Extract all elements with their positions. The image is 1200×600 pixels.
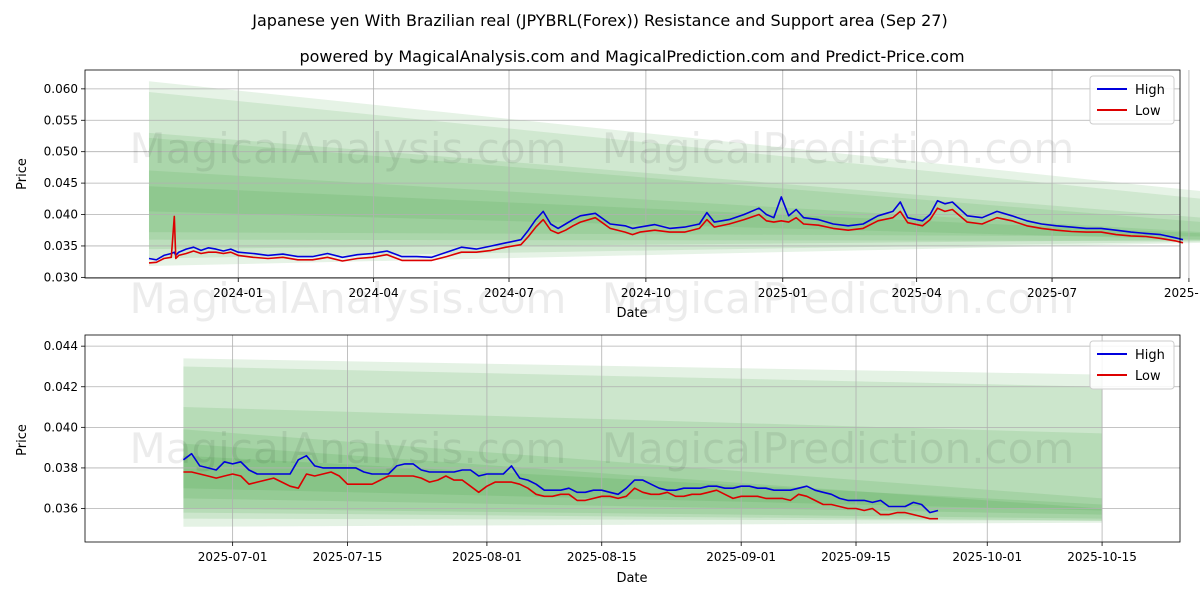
top-y-grid — [85, 88, 1180, 278]
bottom-low-series-line — [183, 471, 938, 520]
top-y-tick-label: 0.060 — [44, 82, 78, 96]
bottom-y-ticks: 0.036 0.038 0.040 0.042 0.044 — [44, 339, 85, 516]
bottom-y-tick-label: 0.036 — [44, 502, 78, 516]
top-y-tick-label: 0.050 — [44, 145, 78, 159]
top-x-tick-label: 2025-10 — [1164, 286, 1200, 300]
top-x-tick-label: 2024-04 — [349, 286, 399, 300]
bottom-legend: High Low — [1089, 340, 1175, 390]
bottom-legend-low-label: Low — [1135, 369, 1161, 384]
bottom-lines — [182, 452, 939, 520]
top-bands — [148, 81, 1200, 267]
top-watermarks: MagicalAnalysis.com MagicalPrediction.co… — [130, 124, 1075, 323]
top-y-tick-label: 0.055 — [44, 113, 78, 127]
watermark-prediction-bottom: MagicalPrediction.com — [602, 424, 1075, 473]
bottom-x-tick-label: 2025-09-15 — [821, 550, 891, 564]
watermark-prediction-mid: MagicalPrediction.com — [602, 274, 1075, 323]
bottom-x-tick-label: 2025-09-01 — [706, 550, 776, 564]
bottom-x-tick-label: 2025-10-01 — [952, 550, 1022, 564]
bottom-x-tick-label: 2025-08-01 — [452, 550, 522, 564]
top-x-tick-label: 2025-04 — [892, 286, 942, 300]
bottom-y-tick-label: 0.044 — [44, 339, 78, 353]
top-band-5 — [148, 186, 1200, 240]
top-y-ticks: 0.030 0.035 0.040 0.045 0.050 0.055 0.060 — [44, 82, 85, 284]
top-low-series-line — [148, 207, 1184, 264]
top-panel: MagicalAnalysis.com MagicalPrediction.co… — [15, 69, 1200, 323]
top-x-tick-label: 2024-07 — [484, 286, 534, 300]
watermark-analysis-bottom: MagicalAnalysis.com — [130, 424, 567, 473]
top-legend-high-label: High — [1135, 83, 1165, 98]
bottom-x-ticks: 2025-07-01 2025-07-15 2025-08-01 2025-08-15… — [198, 542, 1137, 564]
watermark-prediction-top: MagicalPrediction.com — [602, 124, 1075, 173]
bottom-y-tick-label: 0.038 — [44, 461, 78, 475]
top-x-axis-label: Date — [616, 306, 647, 321]
bottom-band-4 — [183, 443, 1103, 515]
watermark-analysis-top: MagicalAnalysis.com — [130, 124, 567, 173]
top-band-0 — [148, 81, 1200, 267]
top-band-2 — [148, 132, 1200, 250]
top-axes-frame — [84, 69, 1181, 279]
top-high-series-line — [148, 196, 1184, 261]
top-y-tick-label: 0.040 — [44, 208, 78, 222]
bottom-y-tick-label: 0.042 — [44, 380, 78, 394]
top-lines — [148, 196, 1184, 264]
bottom-x-tick-label: 2025-10-15 — [1067, 550, 1137, 564]
bottom-watermarks: MagicalAnalysis.com MagicalPrediction.co… — [130, 424, 1075, 473]
top-band-4 — [148, 170, 1200, 241]
bottom-band-3 — [183, 429, 1103, 521]
bottom-y-tick-label: 0.040 — [44, 420, 78, 434]
bottom-x-axis-label: Date — [616, 571, 647, 586]
top-legend-low-label: Low — [1135, 104, 1161, 119]
bottom-band-5 — [183, 455, 1103, 511]
top-legend: High Low — [1089, 75, 1175, 125]
bottom-panel: MagicalAnalysis.com MagicalPrediction.co… — [15, 334, 1181, 586]
top-band-1 — [148, 91, 1200, 259]
bottom-y-grid — [85, 345, 1180, 509]
top-y-axis-label: Price — [15, 158, 30, 190]
bottom-x-tick-label: 2025-07-01 — [198, 550, 268, 564]
top-x-tick-label: 2025-01 — [758, 286, 808, 300]
bottom-x-tick-label: 2025-07-15 — [313, 550, 383, 564]
bottom-band-2 — [183, 407, 1103, 519]
watermark-analysis-mid: MagicalAnalysis.com — [130, 274, 567, 323]
top-x-tick-label: 2025-07 — [1027, 286, 1077, 300]
top-y-tick-label: 0.045 — [44, 176, 78, 190]
bottom-high-series-line — [182, 452, 939, 514]
top-y-tick-label: 0.035 — [44, 239, 78, 253]
bottom-x-tick-label: 2025-08-15 — [567, 550, 637, 564]
bottom-y-axis-label: Price — [15, 424, 30, 456]
bottom-band-1 — [183, 366, 1103, 521]
chart-subtitle: powered by MagicalAnalysis.com and Magic… — [299, 47, 964, 66]
top-y-tick-label: 0.030 — [44, 270, 78, 284]
bottom-legend-high-label: High — [1135, 348, 1165, 363]
bottom-bands — [183, 358, 1103, 527]
top-x-tick-label: 2024-10 — [621, 286, 671, 300]
top-x-ticks: 2024-01 2024-04 2024-07 2024-10 2025-01 2025-… — [213, 278, 1200, 300]
bottom-x-grid — [232, 335, 1103, 542]
top-band-3 — [148, 137, 1200, 237]
top-x-grid — [237, 70, 1190, 278]
chart-title: Japanese yen With Brazilian real (JPYBRL… — [251, 11, 947, 30]
bottom-axes-frame — [84, 334, 1181, 543]
bottom-band-0 — [183, 358, 1103, 527]
top-x-tick-label: 2024-01 — [213, 286, 263, 300]
